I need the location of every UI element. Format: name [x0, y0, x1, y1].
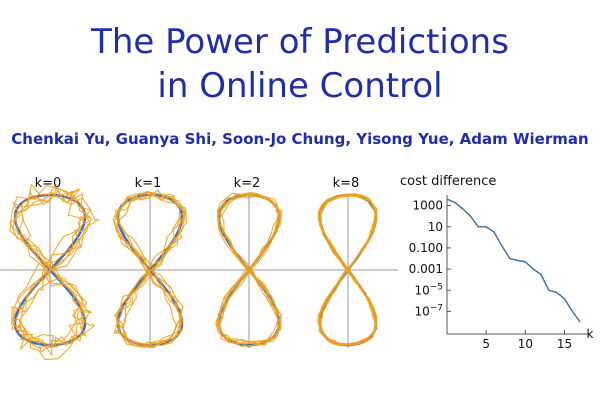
panel-3-trajectory — [317, 194, 378, 346]
panel-2-trajectory — [216, 193, 281, 345]
cost-difference-series-line — [446, 198, 581, 323]
cost-chart-x-tick-label: 15 — [557, 337, 572, 351]
panel-label-k1: k=1 — [134, 176, 162, 191]
cost-chart-x-axis-label: k — [587, 327, 594, 341]
panel-2-trajectory — [215, 192, 282, 343]
panel-label-k8: k=8 — [332, 176, 360, 191]
cost-chart-y-tick-label: 10−7 — [414, 303, 443, 318]
cost-chart-y-tick-label: 0.001 — [409, 262, 443, 276]
panel-label-k2: k=2 — [233, 176, 261, 191]
cost-chart-x-tick-label: 10 — [518, 337, 533, 351]
cost-chart-y-tick-label: 10−5 — [414, 282, 443, 297]
title-line-2: in Online Control — [157, 66, 443, 106]
cost-chart-y-tick-label: 0.100 — [409, 241, 443, 255]
cost-chart-y-tick-label: 10 — [428, 220, 443, 234]
title-line-1: The Power of Predictions — [91, 22, 509, 62]
panel-3-trajectory — [318, 193, 378, 346]
panel-0-trajectory — [9, 187, 96, 349]
cost-chart-x-tick-label: 5 — [482, 337, 490, 351]
chart-title: cost difference — [400, 174, 497, 189]
panel-0-trajectory — [11, 188, 91, 351]
author-list: Chenkai Yu, Guanya Shi, Soon-Jo Chung, Y… — [11, 130, 589, 148]
cost-chart-y-tick-label: 1000 — [412, 199, 443, 213]
panel-1-trajectory — [113, 191, 186, 348]
page-title: The Power of Predictions in Online Contr… — [0, 20, 600, 108]
panel-2-trajectory — [217, 194, 283, 349]
